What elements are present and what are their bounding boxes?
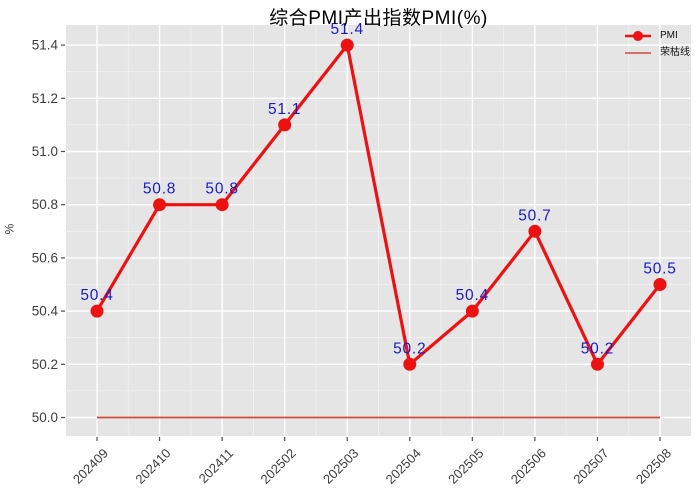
x-tick-label: 202503 <box>320 446 361 487</box>
y-tick-label: 50.2 <box>32 357 58 372</box>
data-point <box>215 198 229 212</box>
y-tick-label: 51.4 <box>32 38 59 53</box>
data-point <box>653 278 667 291</box>
x-tick-label: 202505 <box>445 446 486 487</box>
legend-label-boom-line: 荣枯线 <box>660 47 690 58</box>
data-label: 50.5 <box>643 261 676 278</box>
data-label: 50.8 <box>205 181 238 198</box>
data-point <box>153 198 167 212</box>
data-point <box>403 357 417 371</box>
x-tick-label: 202502 <box>257 446 298 487</box>
x-tick-label: 202409 <box>70 446 111 487</box>
data-point <box>90 304 104 318</box>
legend: PMI 荣枯线 <box>622 29 690 60</box>
legend-item-boom-line: 荣枯线 <box>622 46 690 60</box>
data-point <box>340 38 354 52</box>
x-tick-label: 202506 <box>508 446 549 487</box>
data-label: 50.4 <box>456 287 489 304</box>
y-tick-label: 51.0 <box>32 144 58 159</box>
data-label: 51.4 <box>331 21 364 38</box>
chart-title: 综合PMI产出指数PMI(%) <box>269 8 488 29</box>
data-label: 50.7 <box>518 207 551 224</box>
data-point <box>590 357 604 371</box>
data-label: 50.2 <box>393 340 426 357</box>
pmi-line-marker-icon <box>625 31 651 41</box>
data-label: 51.1 <box>268 101 301 118</box>
data-label: 50.4 <box>80 287 113 304</box>
data-point <box>528 224 542 238</box>
y-tick-label: 51.2 <box>32 91 58 106</box>
x-tick-label: 202411 <box>196 446 237 487</box>
x-tick-label: 202507 <box>570 446 611 487</box>
y-axis-label: % <box>2 223 17 235</box>
legend-label-pmi: PMI <box>660 30 678 41</box>
y-tick-label: 50.4 <box>32 304 59 319</box>
pmi-line <box>95 43 662 366</box>
y-tick-label: 50.0 <box>32 410 58 425</box>
data-point <box>465 304 479 318</box>
boom-line-icon <box>625 52 651 54</box>
data-point <box>278 118 292 132</box>
y-tick-label: 50.6 <box>32 250 58 265</box>
data-label: 50.2 <box>581 340 614 357</box>
x-tick-label: 202508 <box>633 446 674 487</box>
x-tick-label: 202504 <box>383 446 424 487</box>
data-label: 50.8 <box>143 181 176 198</box>
legend-item-pmi: PMI <box>622 29 690 43</box>
y-tick-label: 50.8 <box>32 197 58 212</box>
x-tick-label: 202410 <box>132 446 173 487</box>
